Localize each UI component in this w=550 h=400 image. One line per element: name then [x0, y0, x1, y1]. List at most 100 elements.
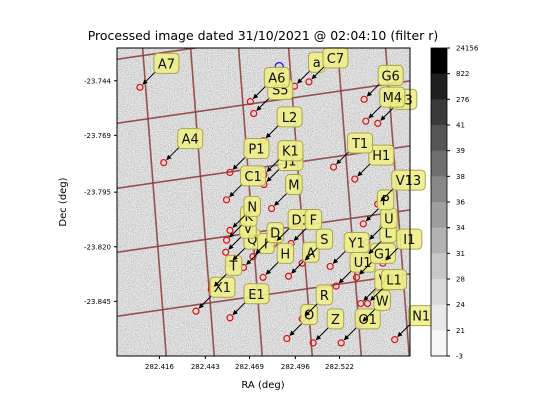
colorbar-segment: [431, 48, 447, 75]
star-arrow: [315, 326, 330, 341]
star-marker: [192, 307, 200, 315]
y-axis-ticks: -23.744 -23.769 -23.795 -23.820 -23.845: [84, 77, 117, 306]
star-label-text: H: [280, 247, 290, 262]
star-label-text: S: [320, 233, 328, 248]
star-label: A4: [177, 128, 204, 150]
colorbar-ticks: 24156 822 276 41 39 38 36 34 31 28 24 21 -3: [447, 45, 479, 361]
y-tick-label: -23.845: [84, 298, 111, 306]
colorbar-tick-label: 24156: [456, 45, 479, 53]
star-label-text: C7: [327, 52, 344, 67]
star-label: Y1: [343, 231, 370, 253]
star-label: E1: [243, 283, 270, 305]
grid-line-v-0: [141, 48, 168, 356]
star-label: S: [315, 228, 334, 250]
star-arrow: [304, 302, 319, 317]
star-label-text: M4: [383, 91, 403, 106]
star-marker: [222, 236, 231, 244]
star-arrow: [232, 246, 247, 261]
plot-area: OZO1N1WE1X1RV1L1THAU1G1Y1SI1QIDVLUD1FKNP…: [116, 47, 435, 357]
star-label-text: H1: [372, 149, 390, 164]
star-arrow: [213, 273, 228, 287]
star-label-text: O1: [358, 313, 377, 328]
star-label: V13: [391, 169, 426, 191]
star-arrow: [229, 183, 243, 198]
star-arrow: [252, 85, 267, 99]
colorbar: [430, 47, 448, 357]
star-marker: [246, 97, 254, 106]
star-arrow: [311, 65, 326, 80]
star-label: Z: [326, 308, 345, 330]
star-label: X1: [209, 276, 236, 298]
x-tick-label: 282.469: [235, 363, 264, 371]
star-arrow: [380, 107, 395, 121]
x-axis-ticks: 282.416 282.443 282.469 282.496 282.522: [145, 356, 354, 371]
star-marker: [267, 204, 276, 213]
star-marker: [226, 168, 234, 177]
star-marker: [391, 336, 399, 344]
colorbar-tick-label: 24: [456, 301, 465, 309]
x-tick-label: 282.522: [325, 363, 354, 371]
star-marker: [337, 339, 345, 347]
star-label-text: Q: [247, 233, 257, 248]
star-label: P: [376, 189, 395, 211]
star-label-text: N: [247, 200, 257, 215]
star-arrow: [266, 158, 281, 173]
star-marker: [222, 248, 230, 256]
star-label-text: E1: [248, 288, 265, 303]
colorbar-segment: [431, 125, 447, 152]
star-marker: [332, 282, 340, 290]
colorbar-tick-label: 41: [456, 122, 465, 130]
star-marker: [329, 163, 338, 171]
colorbar-tick-label: 38: [456, 173, 465, 181]
star-marker: [360, 95, 368, 103]
star-label-text: L1: [386, 274, 402, 289]
star-arrow: [359, 261, 373, 275]
star-arrow: [276, 227, 291, 241]
star-arrow: [368, 240, 383, 254]
star-arrow: [289, 322, 304, 336]
star-arrow: [338, 269, 353, 284]
star-label-text: P1: [248, 143, 264, 158]
star-label-text: L: [384, 227, 392, 242]
star-label: F: [304, 209, 323, 231]
star-marker: [359, 220, 367, 228]
colorbar-tick-label: 31: [456, 250, 465, 258]
colorbar-segment: [431, 176, 447, 203]
star-arrow: [229, 223, 243, 238]
star-arrow: [368, 104, 383, 119]
star-marker: [284, 272, 293, 280]
star-label-text: L2: [282, 111, 298, 126]
star-arrow: [369, 226, 384, 240]
star-arrow: [336, 150, 350, 165]
star-marker: [298, 259, 306, 267]
star-arrow: [256, 97, 271, 111]
star-label-text: A6: [268, 72, 285, 87]
star-marker: [357, 299, 365, 308]
colorbar-tick-label: 822: [456, 70, 469, 78]
star-marker: [374, 119, 382, 127]
star-arrow: [232, 156, 247, 170]
star-label-text: K: [245, 210, 254, 225]
star-arrow: [363, 287, 378, 301]
y-tick-label: -23.769: [84, 132, 111, 140]
star-label-text: I: [264, 238, 268, 253]
star-label: M4: [379, 86, 406, 108]
star-label-text: V: [244, 222, 253, 237]
star-arrow: [385, 246, 400, 261]
star-label: R: [315, 284, 334, 306]
star-label: C7: [322, 47, 349, 69]
star-label-text: G6: [381, 69, 399, 84]
star-label-text: F: [310, 214, 317, 229]
star-marker: [352, 273, 361, 281]
star-label-text: T1: [351, 137, 368, 152]
colorbar-tick-label: 36: [456, 199, 465, 207]
star-label: W: [373, 289, 391, 311]
colorbar-segment: [431, 330, 447, 357]
grid-line-v-1: [189, 48, 216, 356]
star-label-text: U: [384, 212, 394, 227]
star-arrow: [370, 287, 384, 301]
colorbar-tick-label: -3: [456, 353, 463, 361]
star-marker: [222, 196, 231, 204]
star-label: M: [285, 174, 303, 196]
colorbar-segment: [431, 279, 447, 306]
